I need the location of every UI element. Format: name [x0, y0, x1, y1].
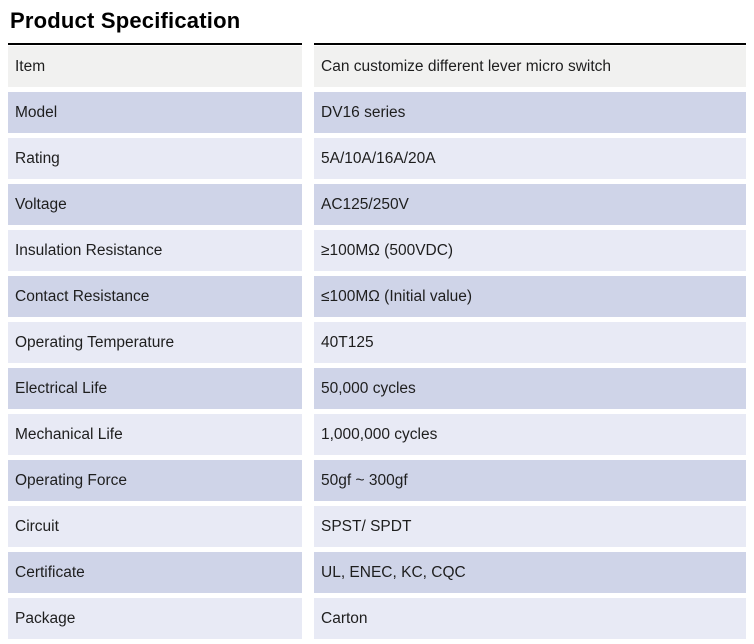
table-row: Model DV16 series: [8, 92, 746, 133]
column-gap: [302, 322, 314, 363]
spec-value-cell: 1,000,000 cycles: [314, 414, 746, 455]
spec-key-cell: Certificate: [8, 552, 302, 593]
spec-key-cell: Contact Resistance: [8, 276, 302, 317]
spec-key-cell: Model: [8, 92, 302, 133]
top-border-right-segment: [314, 43, 746, 45]
table-row: Operating Temperature 40T125: [8, 322, 746, 363]
spec-value-cell: 50gf ~ 300gf: [314, 460, 746, 501]
spec-value-cell: AC125/250V: [314, 184, 746, 225]
table-row: Rating 5A/10A/16A/20A: [8, 138, 746, 179]
column-gap: [302, 598, 314, 639]
table-row: Mechanical Life 1,000,000 cycles: [8, 414, 746, 455]
table-row: Certificate UL, ENEC, KC, CQC: [8, 552, 746, 593]
column-gap: [302, 506, 314, 547]
table-row: Electrical Life 50,000 cycles: [8, 368, 746, 409]
table-row: Voltage AC125/250V: [8, 184, 746, 225]
spec-key-cell: Package: [8, 598, 302, 639]
column-gap: [302, 92, 314, 133]
spec-value-cell: Carton: [314, 598, 746, 639]
table-row: Contact Resistance ≤100MΩ (Initial value…: [8, 276, 746, 317]
spec-value-cell: 40T125: [314, 322, 746, 363]
column-gap: [302, 46, 314, 87]
spec-value-cell: ≥100MΩ (500VDC): [314, 230, 746, 271]
product-specification-page: Product Specification Item Can customize…: [0, 8, 754, 644]
top-border-left-segment: [8, 43, 302, 45]
spec-key-cell: Mechanical Life: [8, 414, 302, 455]
column-gap: [302, 184, 314, 225]
table-top-border: [8, 43, 746, 45]
column-gap: [302, 460, 314, 501]
table-row: Insulation Resistance ≥100MΩ (500VDC): [8, 230, 746, 271]
spec-key-cell: Operating Force: [8, 460, 302, 501]
column-gap: [302, 552, 314, 593]
table-row: Operating Force 50gf ~ 300gf: [8, 460, 746, 501]
table-row: Package Carton: [8, 598, 746, 639]
column-gap: [302, 138, 314, 179]
spec-value-cell: Can customize different lever micro swit…: [314, 46, 746, 87]
spec-value-cell: ≤100MΩ (Initial value): [314, 276, 746, 317]
spec-value-cell: 5A/10A/16A/20A: [314, 138, 746, 179]
column-gap: [302, 414, 314, 455]
spec-key-cell: Voltage: [8, 184, 302, 225]
spec-value-cell: SPST/ SPDT: [314, 506, 746, 547]
spec-key-cell: Circuit: [8, 506, 302, 547]
top-border-gap: [302, 43, 314, 45]
spec-value-cell: DV16 series: [314, 92, 746, 133]
column-gap: [302, 276, 314, 317]
spec-key-cell: Electrical Life: [8, 368, 302, 409]
specification-table: Item Can customize different lever micro…: [8, 43, 746, 639]
spec-key-cell: Insulation Resistance: [8, 230, 302, 271]
column-gap: [302, 230, 314, 271]
table-row: Item Can customize different lever micro…: [8, 46, 746, 87]
column-gap: [302, 368, 314, 409]
page-title: Product Specification: [10, 8, 241, 33]
spec-key-cell: Item: [8, 46, 302, 87]
spec-key-cell: Rating: [8, 138, 302, 179]
table-row: Circuit SPST/ SPDT: [8, 506, 746, 547]
spec-value-cell: UL, ENEC, KC, CQC: [314, 552, 746, 593]
spec-value-cell: 50,000 cycles: [314, 368, 746, 409]
spec-key-cell: Operating Temperature: [8, 322, 302, 363]
table-rows: Item Can customize different lever micro…: [8, 46, 746, 639]
